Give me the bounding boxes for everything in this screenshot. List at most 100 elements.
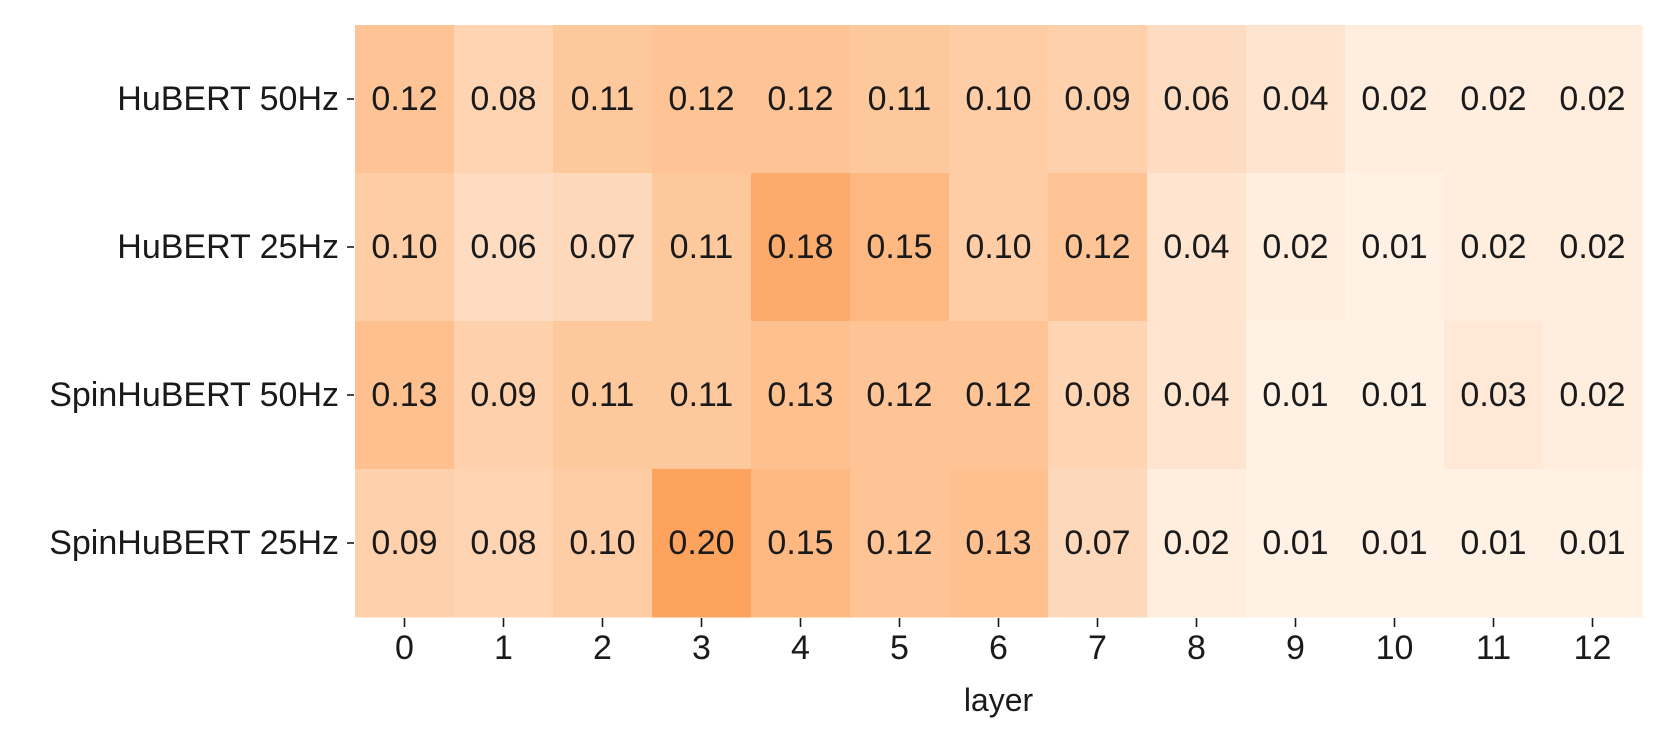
heatmap-cell bbox=[553, 321, 653, 470]
heatmap-cell bbox=[949, 469, 1049, 618]
cell-value-label: 0.10 bbox=[965, 228, 1031, 266]
heatmap-cell bbox=[1147, 25, 1247, 174]
y-tick-label: SpinHuBERT 50Hz bbox=[49, 376, 339, 414]
heatmap-cell bbox=[751, 173, 851, 322]
heatmap-cell bbox=[1444, 173, 1544, 322]
heatmap-cell bbox=[751, 25, 851, 174]
cell-value-label: 0.12 bbox=[866, 376, 932, 414]
heatmap-cell bbox=[949, 321, 1049, 470]
cell-value-label: 0.11 bbox=[571, 80, 635, 118]
x-tick-label: 7 bbox=[1088, 629, 1107, 667]
x-tick-label: 4 bbox=[791, 629, 810, 667]
heatmap-cell-labels: 0.12 0.08 0.11 0.12 0.12 0.11 0.10 0.09 0.06 0.04… bbox=[371, 80, 1625, 562]
cell-value-label: 0.08 bbox=[470, 524, 536, 562]
cell-value-label: 0.02 bbox=[1559, 376, 1625, 414]
x-tick-label: 2 bbox=[593, 629, 612, 667]
cell-value-label: 0.01 bbox=[1262, 524, 1328, 562]
heatmap-cell bbox=[1246, 173, 1346, 322]
x-tick-label: 8 bbox=[1187, 629, 1206, 667]
heatmap-cell bbox=[949, 25, 1049, 174]
cell-value-label: 0.04 bbox=[1163, 376, 1229, 414]
cell-value-label: 0.08 bbox=[470, 80, 536, 118]
cell-value-label: 0.02 bbox=[1460, 228, 1526, 266]
heatmap-cell bbox=[1147, 321, 1247, 470]
cell-value-label: 0.11 bbox=[868, 80, 932, 118]
cell-value-label: 0.04 bbox=[1163, 228, 1229, 266]
heatmap-cell bbox=[652, 25, 752, 174]
heatmap-cell bbox=[1345, 25, 1445, 174]
x-tick-label: 5 bbox=[890, 629, 909, 667]
heatmap-cell bbox=[1543, 321, 1643, 470]
heatmap-cell bbox=[1543, 25, 1643, 174]
heatmap-cell bbox=[1246, 469, 1346, 618]
x-axis: 0 1 2 3 4 5 6 7 8 9 10 11 12 bbox=[395, 618, 1611, 667]
cell-value-label: 0.15 bbox=[767, 524, 833, 562]
heatmap-cell bbox=[1444, 321, 1544, 470]
heatmap-cell bbox=[1345, 173, 1445, 322]
x-tick-label: 10 bbox=[1376, 629, 1414, 667]
x-tick-label: 1 bbox=[494, 629, 513, 667]
y-tick-label: HuBERT 25Hz bbox=[117, 228, 339, 266]
heatmap-cell bbox=[454, 25, 554, 174]
heatmap-cell bbox=[1246, 321, 1346, 470]
heatmap-cell bbox=[850, 469, 950, 618]
heatmap-cell bbox=[1543, 173, 1643, 322]
heatmap-cell bbox=[751, 469, 851, 618]
cell-value-label: 0.01 bbox=[1262, 376, 1328, 414]
y-axis: HuBERT 50Hz HuBERT 25Hz SpinHuBERT 50Hz Spi… bbox=[49, 80, 354, 562]
cell-value-label: 0.12 bbox=[371, 80, 437, 118]
heatmap-cell bbox=[1345, 469, 1445, 618]
heatmap-cell bbox=[454, 321, 554, 470]
cell-value-label: 0.01 bbox=[1361, 228, 1427, 266]
cell-value-label: 0.10 bbox=[569, 524, 635, 562]
cell-value-label: 0.13 bbox=[767, 376, 833, 414]
heatmap-cell bbox=[1444, 25, 1544, 174]
heatmap-cell bbox=[1048, 173, 1148, 322]
cell-value-label: 0.03 bbox=[1460, 376, 1526, 414]
heatmap-cells bbox=[355, 25, 1643, 618]
heatmap-cell bbox=[454, 469, 554, 618]
cell-value-label: 0.08 bbox=[1064, 376, 1130, 414]
cell-value-label: 0.02 bbox=[1460, 80, 1526, 118]
cell-value-label: 0.02 bbox=[1559, 80, 1625, 118]
heatmap-cell bbox=[652, 321, 752, 470]
heatmap-cell bbox=[850, 173, 950, 322]
cell-value-label: 0.11 bbox=[571, 376, 635, 414]
cell-value-label: 0.06 bbox=[1163, 80, 1229, 118]
heatmap-cell bbox=[355, 25, 455, 174]
cell-value-label: 0.01 bbox=[1559, 524, 1625, 562]
cell-value-label: 0.12 bbox=[965, 376, 1031, 414]
cell-value-label: 0.12 bbox=[1064, 228, 1130, 266]
heatmap-cell bbox=[1246, 25, 1346, 174]
cell-value-label: 0.13 bbox=[965, 524, 1031, 562]
cell-value-label: 0.01 bbox=[1361, 524, 1427, 562]
heatmap-cell bbox=[355, 469, 455, 618]
cell-value-label: 0.13 bbox=[371, 376, 437, 414]
cell-value-label: 0.15 bbox=[866, 228, 932, 266]
cell-value-label: 0.02 bbox=[1163, 524, 1229, 562]
cell-value-label: 0.07 bbox=[1064, 524, 1130, 562]
heatmap-cell bbox=[850, 25, 950, 174]
cell-value-label: 0.18 bbox=[767, 228, 833, 266]
heatmap-cell bbox=[1048, 321, 1148, 470]
cell-value-label: 0.09 bbox=[470, 376, 536, 414]
cell-value-label: 0.11 bbox=[670, 228, 734, 266]
cell-value-label: 0.06 bbox=[470, 228, 536, 266]
heatmap-cell bbox=[1147, 469, 1247, 618]
cell-value-label: 0.07 bbox=[569, 228, 635, 266]
heatmap-cell bbox=[1543, 469, 1643, 618]
cell-value-label: 0.11 bbox=[670, 376, 734, 414]
cell-value-label: 0.04 bbox=[1262, 80, 1328, 118]
cell-value-label: 0.02 bbox=[1262, 228, 1328, 266]
cell-value-label: 0.12 bbox=[866, 524, 932, 562]
x-tick-label: 0 bbox=[395, 629, 414, 667]
heatmap-cell bbox=[949, 173, 1049, 322]
heatmap-cell bbox=[652, 173, 752, 322]
x-tick-label: 11 bbox=[1476, 629, 1511, 667]
cell-value-label: 0.02 bbox=[1361, 80, 1427, 118]
heatmap-cell bbox=[553, 173, 653, 322]
cell-value-label: 0.02 bbox=[1559, 228, 1625, 266]
heatmap-cell bbox=[454, 173, 554, 322]
